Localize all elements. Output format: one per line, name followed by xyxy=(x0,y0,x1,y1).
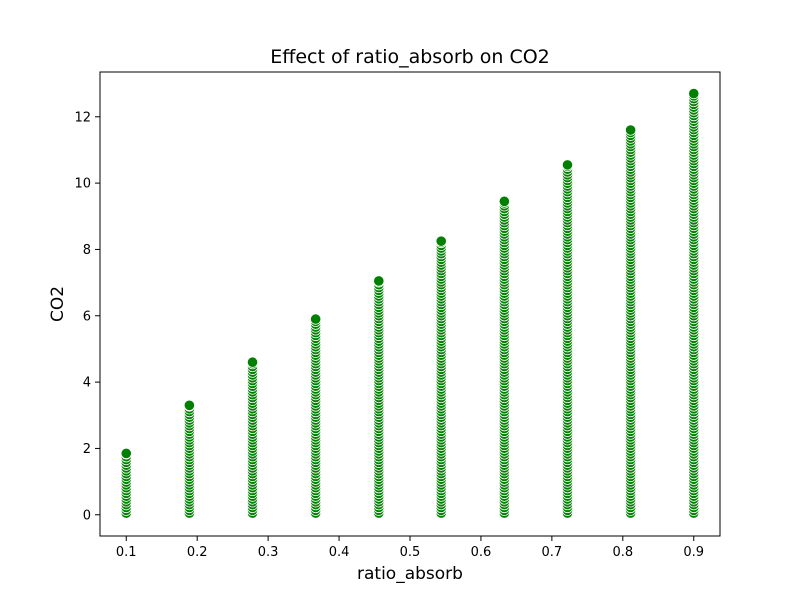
x-tick-label: 0.6 xyxy=(471,545,492,560)
y-tick-label: 8 xyxy=(83,243,91,258)
y-tick-label: 2 xyxy=(83,442,91,457)
y-tick-label: 12 xyxy=(74,110,91,125)
data-point xyxy=(625,124,637,136)
y-tick-label: 4 xyxy=(83,376,91,391)
data-point xyxy=(561,159,574,171)
x-axis: 0.1 0.2 0.3 0.4 0.5 0.6 0.7 0.8 0.9 xyxy=(116,536,704,560)
y-tick-label: 6 xyxy=(83,309,91,324)
x-tick-label: 0.7 xyxy=(542,545,563,560)
data-point xyxy=(498,195,510,207)
y-axis: 0 2 4 6 8 10 12 xyxy=(74,110,100,523)
data-point xyxy=(373,275,385,287)
chart-title: Effect of ratio_absorb on CO2 xyxy=(270,46,550,68)
data-point xyxy=(120,447,132,460)
x-tick-label: 0.3 xyxy=(258,545,279,560)
data-point xyxy=(246,356,259,368)
x-tick-label: 0.9 xyxy=(683,545,704,560)
y-tick-label: 10 xyxy=(74,177,91,192)
x-tick-label: 0.5 xyxy=(400,545,421,560)
x-tick-label: 0.8 xyxy=(612,545,633,560)
y-axis-label: CO2 xyxy=(48,286,68,322)
data-point xyxy=(435,235,447,247)
data-point xyxy=(310,313,322,325)
x-tick-label: 0.1 xyxy=(116,545,137,560)
data-points xyxy=(120,87,700,519)
x-axis-label: ratio_absorb xyxy=(357,564,463,584)
data-point xyxy=(183,399,195,411)
x-tick-label: 0.2 xyxy=(187,545,208,560)
data-point xyxy=(688,87,700,100)
y-tick-label: 0 xyxy=(83,508,91,523)
x-tick-label: 0.4 xyxy=(329,545,350,560)
